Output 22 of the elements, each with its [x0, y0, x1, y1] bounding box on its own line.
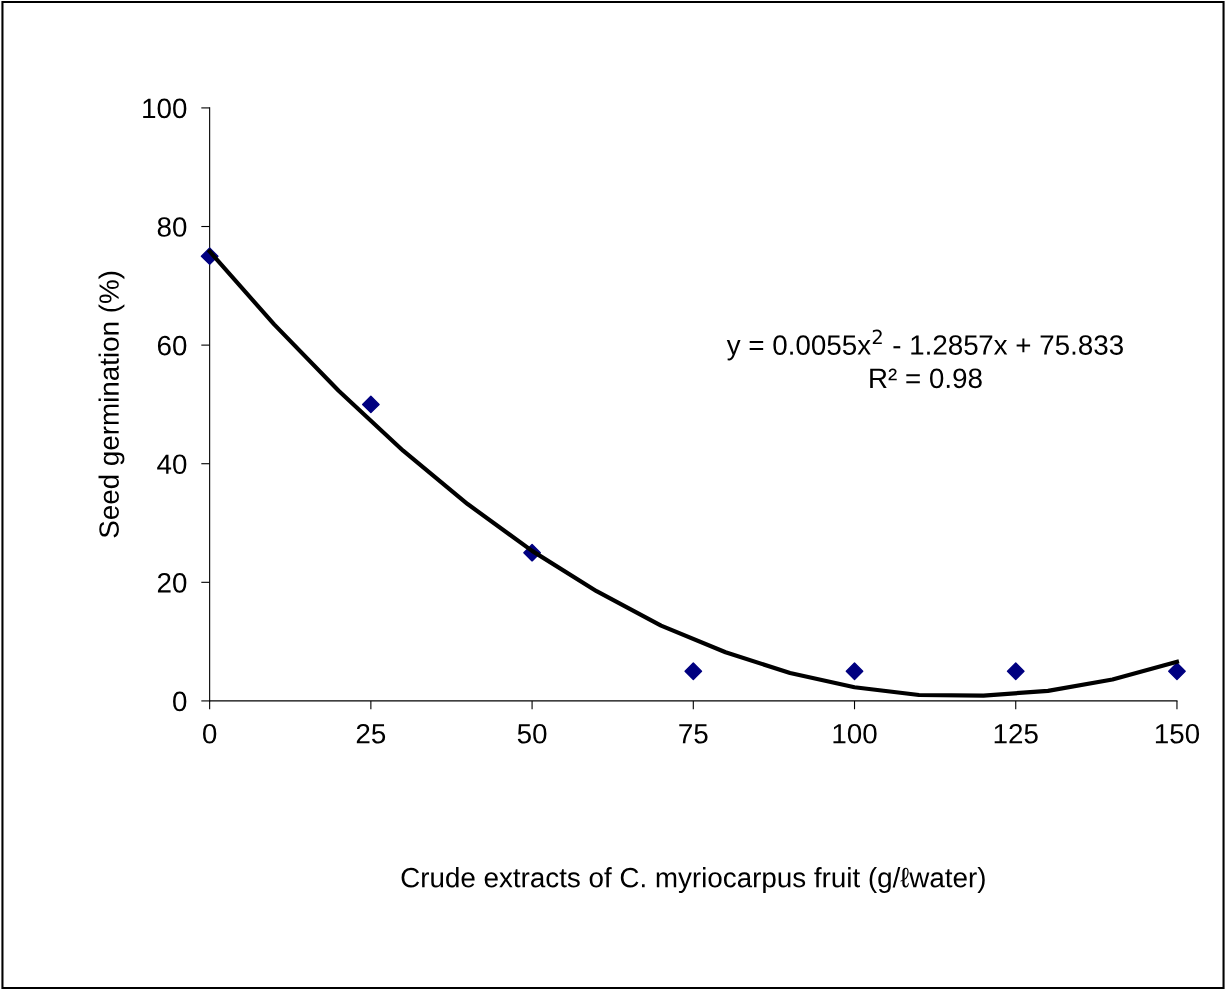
annotation: y = 0.0055x$^{2}$ - 1.2857x + 75.833	[726, 329, 1123, 361]
point	[684, 662, 703, 681]
x-tick-label: 0	[203, 723, 217, 744]
x-axis-title: Crude extracts of C. myriocarpus fruit (g/ℓwater)	[401, 867, 985, 893]
y-tick-label: 0	[173, 691, 187, 712]
point	[1168, 662, 1186, 681]
y-tick-label: 40	[157, 454, 187, 475]
y-tick-label: 20	[157, 572, 187, 593]
point	[1006, 662, 1025, 681]
point	[845, 662, 864, 681]
y-tick-label: 80	[157, 217, 187, 237]
y-axis-title: Seed germination (%)	[98, 271, 125, 538]
point	[361, 395, 380, 414]
y-tick-label: 100	[143, 98, 187, 119]
x-tick-label: 50	[517, 723, 547, 744]
x-tick-label: 25	[356, 723, 386, 744]
annotation: R² = 0.98	[870, 368, 982, 389]
y-tick-label: 60	[157, 335, 187, 356]
x-tick-label: 100	[833, 723, 877, 744]
x-tick-label: 75	[679, 724, 708, 744]
x-tick-label: 150	[1155, 723, 1200, 744]
x-tick-label: 125	[994, 723, 1038, 744]
